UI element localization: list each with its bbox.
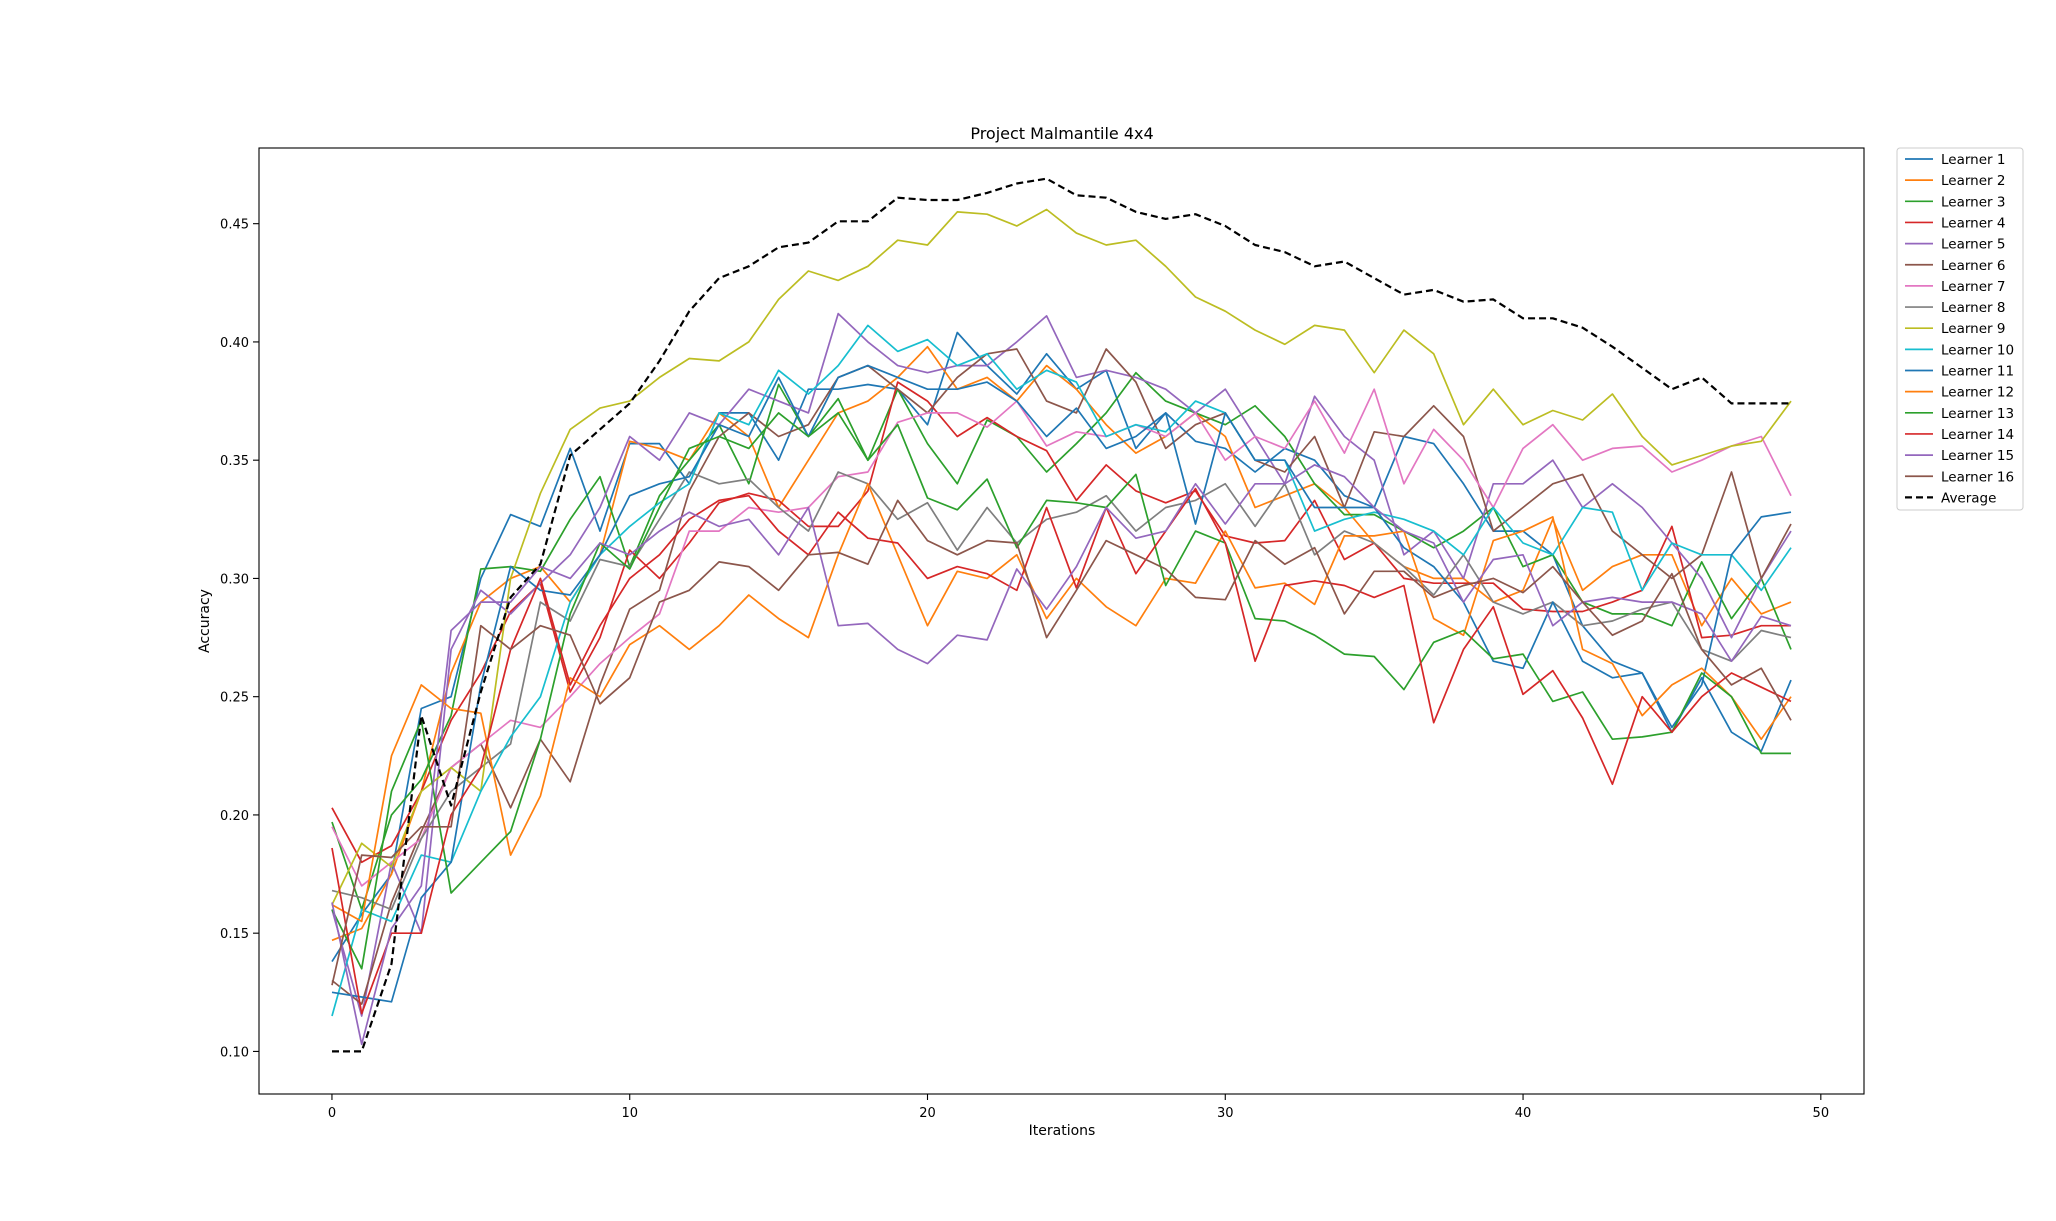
series-line-learner-7 bbox=[331, 388, 1792, 887]
legend-entry: Learner 4 bbox=[1905, 215, 2005, 231]
legend-label: Learner 15 bbox=[1941, 448, 2014, 464]
legend-label: Average bbox=[1941, 490, 1996, 506]
x-axis: 0 10 20 30 40 50 bbox=[328, 1094, 1829, 1121]
legend-entry: Learner 10 bbox=[1905, 342, 2014, 358]
y-axis-label: Accuracy bbox=[197, 589, 213, 653]
legend-label: Learner 4 bbox=[1941, 215, 2005, 231]
legend-entry: Learner 13 bbox=[1905, 406, 2014, 422]
legend-entry: Learner 7 bbox=[1905, 279, 2005, 295]
legend-entry: Learner 5 bbox=[1905, 237, 2005, 253]
legend-label: Learner 6 bbox=[1941, 258, 2005, 274]
y-axis: 0.10 0.15 0.20 0.25 0.30 0.35 0.40 0.45 bbox=[220, 218, 259, 1060]
y-tick-label: 0.40 bbox=[220, 336, 249, 351]
series-line-learner-1 bbox=[331, 331, 1792, 963]
series-line-learner-5 bbox=[331, 312, 1792, 1017]
legend-entry: Learner 2 bbox=[1905, 173, 2005, 189]
legend-label: Learner 13 bbox=[1941, 406, 2014, 422]
x-tick-label: 30 bbox=[1217, 1106, 1234, 1121]
legend-entry: Learner 12 bbox=[1905, 385, 2014, 401]
legend-label: Learner 2 bbox=[1941, 173, 2005, 189]
legend-entry: Learner 3 bbox=[1905, 194, 2005, 210]
legend-label: Learner 3 bbox=[1941, 194, 2005, 210]
series-line-learner-9 bbox=[331, 208, 1792, 906]
legend-entry: Learner 11 bbox=[1905, 364, 2014, 380]
legend-label: Learner 10 bbox=[1941, 342, 2014, 358]
y-tick-label: 0.10 bbox=[220, 1045, 249, 1060]
plot-frame bbox=[258, 147, 1865, 1095]
legend-label: Learner 9 bbox=[1941, 321, 2005, 337]
legend-entry: Learner 1 bbox=[1905, 152, 2005, 168]
legend-entry: Learner 6 bbox=[1905, 258, 2005, 274]
legend-entry: Learner 8 bbox=[1905, 300, 2005, 316]
legend-label: Learner 12 bbox=[1941, 385, 2014, 401]
x-tick-label: 40 bbox=[1515, 1106, 1532, 1121]
series-line-learner-8 bbox=[331, 471, 1792, 911]
legend-label: Learner 7 bbox=[1941, 279, 2005, 295]
series-line-learner-3 bbox=[331, 371, 1792, 911]
x-tick-label: 20 bbox=[919, 1106, 936, 1121]
series-line-learner-13 bbox=[331, 412, 1791, 970]
x-tick-label: 0 bbox=[328, 1106, 336, 1121]
series-line-average bbox=[332, 177, 1791, 1053]
legend-label: Learner 1 bbox=[1941, 152, 2005, 168]
legend-entry: Average bbox=[1905, 490, 1996, 506]
legend-entry: Learner 15 bbox=[1905, 448, 2014, 464]
y-tick-label: 0.20 bbox=[220, 809, 249, 824]
legend-label: Learner 11 bbox=[1941, 364, 2014, 380]
series-line-learner-14 bbox=[331, 487, 1792, 1015]
legend-entry: Learner 14 bbox=[1905, 427, 2014, 443]
legend-entry: Learner 16 bbox=[1905, 469, 2014, 485]
y-tick-label: 0.45 bbox=[220, 218, 249, 233]
y-tick-label: 0.35 bbox=[220, 454, 249, 469]
x-tick-label: 10 bbox=[621, 1106, 638, 1121]
series-line-learner-12 bbox=[331, 482, 1792, 923]
series-line-learner-6 bbox=[331, 348, 1792, 1005]
legend-label: Learner 5 bbox=[1941, 237, 2005, 253]
legend-entry: Learner 9 bbox=[1905, 321, 2005, 337]
series-line-learner-15 bbox=[331, 464, 1792, 1046]
series-line-learner-10 bbox=[331, 324, 1792, 1017]
legend-label: Learner 14 bbox=[1941, 427, 2014, 443]
legend: Learner 1 Learner 2 Learner 3 Learner 4 Lear… bbox=[1896, 147, 2024, 511]
series-line-learner-16 bbox=[331, 499, 1792, 986]
series-layer bbox=[331, 177, 1792, 1053]
legend-label: Learner 8 bbox=[1941, 300, 2005, 316]
x-tick-label: 50 bbox=[1813, 1106, 1830, 1121]
chart-title: Project Malmantile 4x4 bbox=[970, 124, 1153, 143]
legend-label: Learner 16 bbox=[1941, 469, 2014, 485]
legend-box bbox=[1896, 147, 2024, 511]
y-tick-label: 0.25 bbox=[220, 691, 249, 706]
x-axis-label: Iterations bbox=[1029, 1123, 1096, 1139]
y-tick-label: 0.15 bbox=[220, 927, 249, 942]
y-tick-label: 0.30 bbox=[220, 572, 249, 587]
